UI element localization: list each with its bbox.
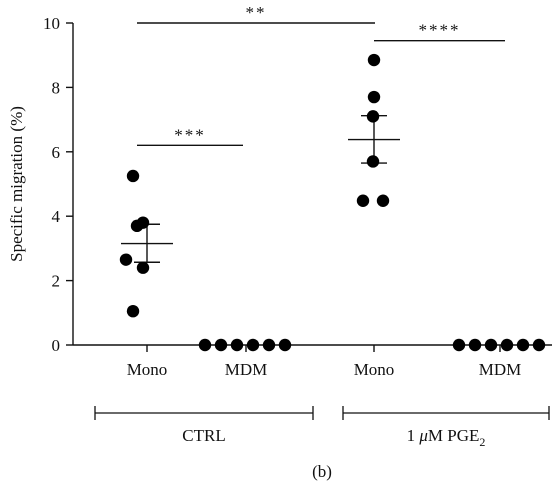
- data-point: [262, 338, 276, 352]
- y-tick-label: 8: [52, 78, 61, 97]
- mean-sem-markers: [121, 115, 400, 263]
- data-point: [366, 155, 380, 168]
- y-axis-title: Specific migration (%): [7, 106, 26, 262]
- significance-stars: ***: [174, 125, 206, 144]
- data-point: [119, 253, 133, 266]
- data-point: [198, 338, 212, 352]
- significance-stars: **: [246, 3, 267, 22]
- data-point: [136, 261, 150, 274]
- category-label: Mono: [127, 360, 168, 379]
- data-point: [367, 90, 381, 104]
- data-point: [278, 338, 292, 352]
- y-tick-label: 4: [52, 207, 61, 226]
- y-tick-label: 2: [52, 272, 61, 291]
- data-point: [516, 338, 530, 352]
- category-label: MDM: [225, 360, 268, 379]
- data-point: [366, 110, 380, 123]
- significance-stars: ****: [419, 21, 461, 40]
- data-point: [214, 338, 228, 352]
- data-point: [376, 194, 390, 207]
- category-label: Mono: [354, 360, 395, 379]
- data-point: [126, 169, 140, 183]
- y-ticks: 0 2 4 6 8 10: [43, 14, 73, 355]
- group-brackets: CTRL 1 μM PGE2: [94, 406, 550, 449]
- data-point: [367, 53, 381, 67]
- group-label: CTRL: [182, 426, 225, 445]
- panel-label: (b): [312, 462, 332, 481]
- data-point: [468, 338, 482, 352]
- data-point: [126, 304, 140, 318]
- data-points: [119, 53, 546, 352]
- group-label: 1 μM PGE2: [407, 426, 486, 449]
- data-point: [356, 194, 370, 207]
- y-axis: 0 2 4 6 8 10 Specific migration (%): [7, 14, 74, 355]
- data-point: [246, 338, 260, 352]
- significance-annotations: *********: [137, 3, 505, 147]
- data-point: [136, 216, 150, 229]
- y-tick-label: 0: [52, 336, 61, 355]
- x-ticks: Mono MDM Mono MDM: [127, 345, 522, 379]
- data-point: [484, 338, 498, 352]
- x-axis: Mono MDM Mono MDM: [73, 344, 552, 379]
- category-label: MDM: [479, 360, 522, 379]
- data-point: [532, 338, 546, 352]
- data-point: [500, 338, 514, 352]
- y-tick-label: 6: [52, 143, 61, 162]
- y-tick-label: 10: [43, 14, 60, 33]
- data-point: [452, 338, 466, 352]
- data-point: [230, 338, 244, 352]
